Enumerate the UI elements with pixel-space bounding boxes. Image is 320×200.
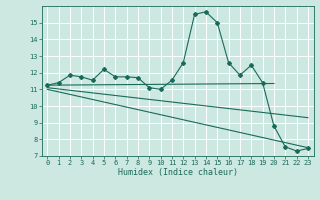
X-axis label: Humidex (Indice chaleur): Humidex (Indice chaleur) bbox=[118, 168, 237, 177]
